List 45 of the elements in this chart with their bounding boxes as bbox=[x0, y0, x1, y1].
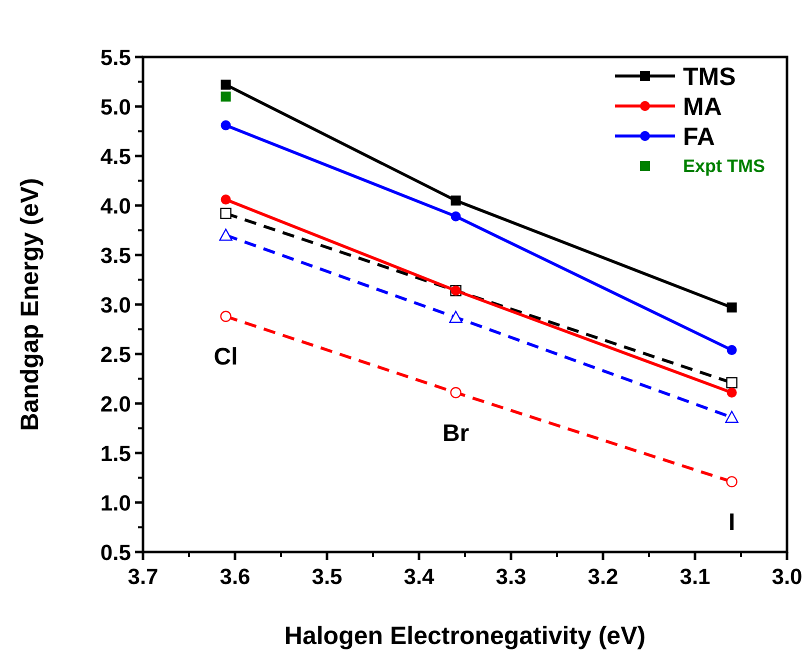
y-tick-label: 3.0 bbox=[100, 292, 131, 318]
y-tick-label: 2.0 bbox=[100, 392, 131, 416]
point bbox=[449, 310, 462, 323]
y-tick-label: 1.0 bbox=[100, 490, 131, 516]
point bbox=[220, 92, 231, 102]
point bbox=[220, 208, 232, 220]
y-tick-label: 0.5 bbox=[100, 540, 131, 565]
point bbox=[220, 194, 231, 205]
legend-label: FA bbox=[683, 123, 715, 151]
point bbox=[726, 345, 737, 356]
x-axis-title: Halogen Electronegativity (eV) bbox=[284, 622, 646, 650]
x-tick-label: 3.3 bbox=[496, 564, 526, 589]
y-tick-label: 3.5 bbox=[100, 243, 131, 268]
point bbox=[220, 120, 231, 130]
x-tick-label: 3.2 bbox=[588, 564, 618, 589]
legend-label: Expt TMS bbox=[683, 156, 766, 176]
annotation: I bbox=[728, 509, 736, 536]
annotation: Br bbox=[442, 420, 470, 447]
point bbox=[725, 410, 738, 423]
y-tick-label: 2.5 bbox=[100, 342, 131, 367]
y-tick-label: 4.0 bbox=[100, 194, 131, 218]
x-tick-label: 3.1 bbox=[680, 564, 710, 589]
legend-label: MA bbox=[683, 93, 722, 121]
point bbox=[450, 211, 461, 222]
x-tick-label: 3.4 bbox=[404, 564, 436, 589]
x-tick-label: 3.7 bbox=[128, 564, 158, 589]
x-tick-label: 3.6 bbox=[220, 564, 250, 589]
y-tick-label: 5.0 bbox=[100, 94, 131, 120]
point bbox=[219, 228, 232, 241]
y-tick-label: 4.5 bbox=[100, 144, 131, 169]
point bbox=[726, 377, 738, 388]
legend-label: TMS bbox=[683, 63, 736, 91]
point bbox=[220, 80, 231, 90]
point bbox=[726, 302, 737, 312]
y-tick-label: 5.5 bbox=[100, 45, 131, 70]
point bbox=[726, 476, 738, 488]
point bbox=[450, 196, 461, 206]
x-tick-label: 3.5 bbox=[312, 564, 342, 589]
point bbox=[220, 310, 232, 322]
point bbox=[450, 387, 462, 398]
x-tick-label: 3.0 bbox=[772, 564, 802, 589]
point bbox=[726, 388, 737, 398]
y-axis-title: Bandgap Energy (eV) bbox=[16, 178, 44, 431]
annotation: Cl bbox=[214, 344, 238, 371]
y-tick-label: 1.5 bbox=[100, 441, 131, 466]
